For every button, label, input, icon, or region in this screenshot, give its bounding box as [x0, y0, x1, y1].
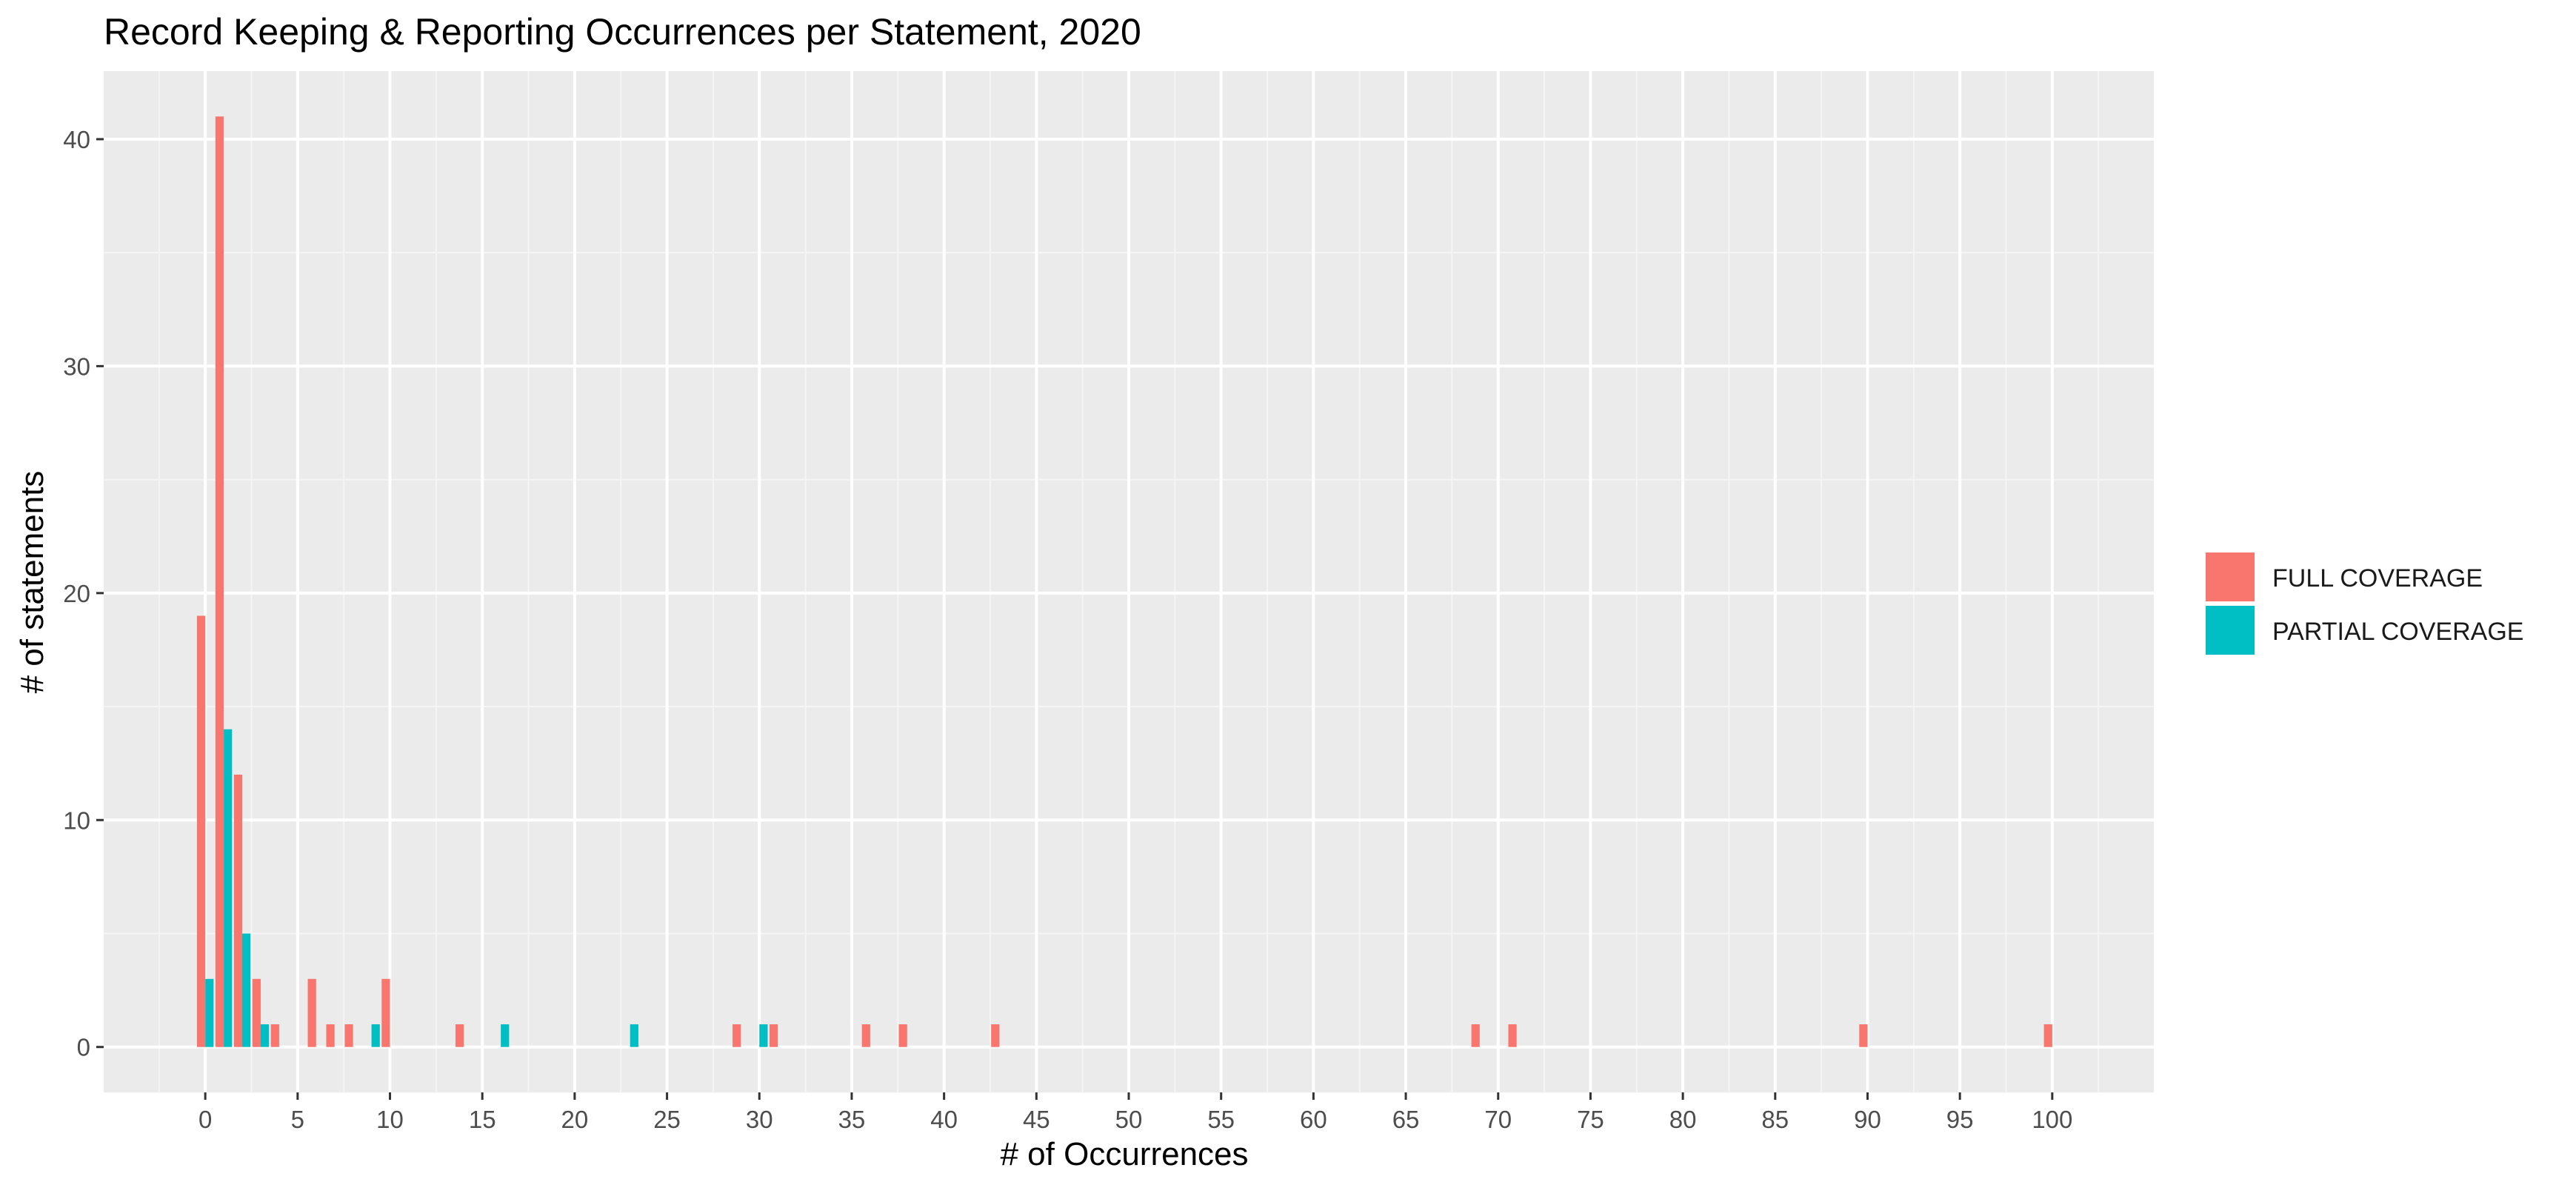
bar-full-coverage — [252, 978, 261, 1047]
y-axis: 0 10 20 30 40 — [63, 126, 104, 1061]
y-axis-title: # of statements — [14, 471, 50, 694]
bar-full-coverage — [344, 1024, 353, 1047]
legend-label-full-coverage: FULL COVERAGE — [2272, 564, 2483, 592]
bar-full-coverage — [861, 1024, 870, 1047]
legend-key-partial-coverage — [2206, 606, 2255, 655]
chart-title: Record Keeping & Reporting Occurrences p… — [104, 11, 1141, 53]
x-tick-label: 45 — [1023, 1106, 1050, 1133]
x-tick-label: 65 — [1392, 1106, 1420, 1133]
legend-label-partial-coverage: PARTIAL COVERAGE — [2272, 618, 2523, 646]
x-tick-label: 5 — [291, 1106, 304, 1133]
bar-full-coverage — [270, 1024, 279, 1047]
x-tick-label: 80 — [1669, 1106, 1697, 1133]
x-tick-label: 50 — [1115, 1106, 1143, 1133]
bar-partial-coverage — [224, 729, 233, 1047]
bar-full-coverage — [196, 615, 206, 1047]
y-tick-label: 40 — [63, 126, 90, 153]
legend-key-full-coverage — [2206, 552, 2255, 601]
x-tick-label: 0 — [198, 1106, 212, 1133]
x-tick-label: 20 — [561, 1106, 589, 1133]
bar-full-coverage — [326, 1024, 335, 1047]
bar-full-coverage — [1471, 1024, 1480, 1047]
bar-full-coverage — [456, 1024, 464, 1047]
x-tick-label: 70 — [1484, 1106, 1512, 1133]
bar-full-coverage — [991, 1024, 1000, 1047]
bar-partial-coverage — [260, 1024, 270, 1047]
x-tick-label: 35 — [838, 1106, 866, 1133]
bar-full-coverage — [769, 1024, 778, 1047]
bar-partial-coverage — [759, 1024, 768, 1047]
bar-full-coverage — [307, 978, 316, 1047]
x-axis: 0 5 10 15 20 25 30 35 40 45 50 55 60 65 70 75 80 85 90 95 10… — [198, 1092, 2072, 1133]
bar-full-coverage — [898, 1024, 907, 1047]
bar-full-coverage — [1508, 1024, 1517, 1047]
x-tick-label: 15 — [469, 1106, 496, 1133]
x-tick-label: 10 — [376, 1106, 404, 1133]
bars — [196, 116, 2052, 1047]
bar-full-coverage — [233, 774, 243, 1047]
bar-partial-coverage — [630, 1024, 638, 1047]
x-tick-label: 100 — [2032, 1106, 2072, 1133]
y-tick-label: 10 — [63, 807, 90, 834]
bar-partial-coverage — [501, 1024, 510, 1047]
x-tick-label: 85 — [1761, 1106, 1789, 1133]
bar-full-coverage — [2043, 1024, 2052, 1047]
y-tick-label: 30 — [63, 353, 90, 380]
grid-lines — [104, 71, 2154, 1092]
x-tick-label: 95 — [1946, 1106, 1974, 1133]
x-tick-label: 25 — [653, 1106, 681, 1133]
y-tick-label: 20 — [63, 580, 90, 607]
bar-full-coverage — [215, 116, 224, 1047]
x-tick-label: 60 — [1300, 1106, 1327, 1133]
x-tick-label: 90 — [1854, 1106, 1881, 1133]
bar-full-coverage — [1859, 1024, 1868, 1047]
x-tick-label: 75 — [1577, 1106, 1604, 1133]
x-axis-title: # of Occurrences — [1000, 1136, 1248, 1172]
bar-partial-coverage — [205, 978, 214, 1047]
y-tick-label: 0 — [77, 1034, 90, 1061]
x-tick-label: 30 — [746, 1106, 773, 1133]
bar-full-coverage — [381, 978, 390, 1047]
legend: FULL COVERAGE PARTIAL COVERAGE — [2206, 552, 2523, 655]
bar-partial-coverage — [242, 933, 251, 1047]
bar-partial-coverage — [371, 1024, 380, 1047]
bar-full-coverage — [733, 1024, 741, 1047]
x-tick-label: 55 — [1207, 1106, 1235, 1133]
x-tick-label: 40 — [930, 1106, 958, 1133]
